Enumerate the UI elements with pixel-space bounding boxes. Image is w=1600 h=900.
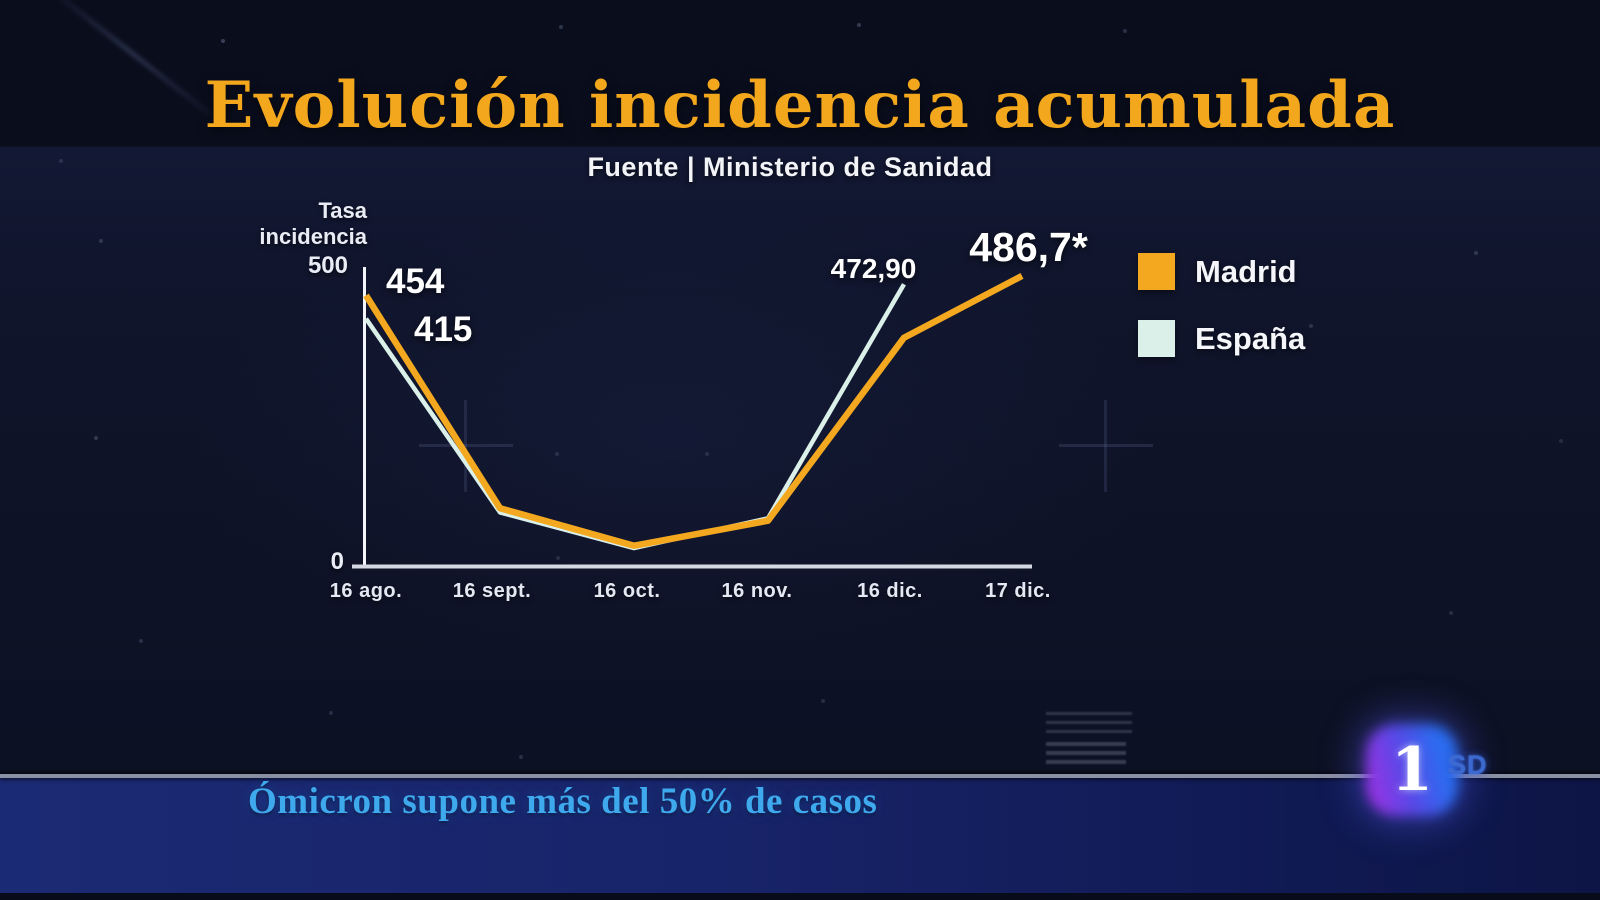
channel-logo-la1: 1	[1391, 735, 1433, 805]
x-tick-16-nov: 16 nov.	[721, 580, 793, 602]
y-tick-0: 0	[330, 548, 344, 575]
espana-start-value: 415	[414, 310, 473, 349]
madrid-series-line	[363, 273, 1024, 549]
x-tick-16-ago: 16 ago.	[329, 580, 403, 602]
y-axis-title: Tasa incidencia	[259, 198, 367, 249]
y-tick-500: 500	[307, 252, 348, 279]
ticker-headline: Ómicron supone más del 50% de casos	[248, 781, 878, 822]
x-tick-16-dic: 16 dic.	[857, 580, 923, 602]
page-title: Evolución incidencia acumulada	[204, 68, 1396, 143]
x-tick-17-dic: 17 dic.	[985, 580, 1051, 602]
source-line: Fuente | Ministerio de Sanidad	[587, 152, 993, 182]
x-tick-16-sept: 16 sept.	[452, 580, 532, 602]
madrid-label: Madrid	[1195, 253, 1297, 289]
bottom-strip	[0, 893, 1600, 900]
madrid-start-value: 454	[386, 262, 445, 301]
ticker-bar	[0, 778, 1600, 893]
ticker-divider-line	[0, 774, 1600, 778]
chart-legend: Madrid España	[1138, 253, 1305, 387]
espana-swatch	[1138, 320, 1175, 357]
espana-end-value: 472,90	[830, 253, 917, 284]
madrid-end-value: 486,7*	[969, 224, 1088, 270]
legend-item-espana: España	[1138, 320, 1305, 357]
sd-badge: SD	[1448, 750, 1488, 780]
faint-watermark	[1046, 712, 1138, 770]
x-tick-16-oct: 16 oct.	[593, 580, 661, 602]
background-glow	[180, 200, 1160, 680]
channel-logo-glow	[1366, 724, 1458, 816]
espana-label: España	[1195, 320, 1306, 356]
legend-item-madrid: Madrid	[1138, 253, 1305, 290]
madrid-swatch	[1138, 253, 1175, 290]
